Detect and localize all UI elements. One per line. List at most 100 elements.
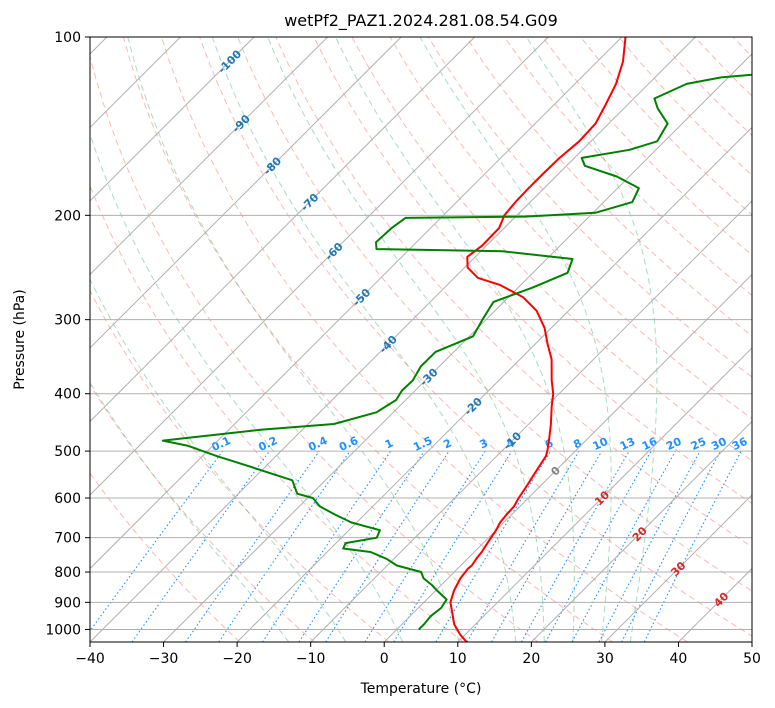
y-tick-label: 900 (54, 595, 81, 611)
x-tick-label: 40 (670, 651, 688, 667)
dry-adiabat (275, 37, 752, 548)
isotherm-line (90, 37, 549, 496)
dry-adiabat (771, 37, 775, 642)
plot-frame (89, 36, 753, 643)
chart-title: wetPf2_PAZ1.2024.281.08.54.G09 (284, 11, 558, 31)
isotherm-line (236, 126, 752, 642)
dry-adiabat (237, 37, 752, 592)
isotherm-line (751, 641, 752, 642)
x-tick-label: −40 (75, 651, 105, 667)
y-tick-label: 500 (54, 444, 81, 460)
x-tick-label: 0 (380, 651, 389, 667)
mixing-ratio-line (621, 450, 721, 642)
y-tick-label: 300 (54, 313, 81, 329)
temperature-profile (449, 37, 627, 642)
dry-adiabat (161, 37, 688, 642)
isobar-gridlines (90, 37, 752, 630)
mixing-ratio-line (393, 450, 513, 642)
dry-adiabat (465, 37, 752, 337)
isotherm-line (383, 273, 752, 642)
y-axis: 1000 900 800 700 600 500 400 300 200 100 (45, 30, 90, 638)
isotherm-line (90, 37, 696, 642)
moist-adiabats (90, 37, 658, 642)
moist-adiabat (90, 278, 347, 642)
mixing-ratio-line (571, 450, 676, 642)
mixing-ratio-line (598, 450, 701, 642)
mixing-ratio-label: 30 (709, 435, 729, 453)
x-axis-title: Temperature (°C) (360, 681, 482, 697)
mixing-ratio-label: 2 (441, 436, 453, 451)
isotherm-line (604, 494, 752, 642)
plot-area: 0.1 0.2 0.4 0.6 1 1.5 2 3 4 6 8 10 13 16 20 25 30 36 -100… (90, 37, 775, 642)
moist-adiabat (525, 37, 658, 642)
dry-adiabat (656, 37, 752, 137)
mixing-ratio-line (521, 450, 630, 642)
mixing-ratio-label: 36 (730, 435, 750, 453)
y-tick-label: 1000 (45, 622, 81, 638)
isotherm-line (90, 37, 623, 570)
mixing-ratio-label: 20 (664, 435, 684, 453)
y-axis-title: Pressure (hPa) (12, 289, 28, 389)
x-tick-label: 10 (449, 651, 467, 667)
isotherm-line (90, 37, 402, 349)
dry-adiabat (542, 37, 752, 256)
moist-adiabat (127, 37, 460, 642)
mixing-ratio-label: 1 (383, 436, 395, 451)
dry-adiabat (694, 37, 752, 97)
mixing-ratio-line (185, 450, 320, 642)
moist-adiabat (90, 381, 290, 642)
profiles (161, 37, 752, 642)
x-tick-label: 20 (522, 651, 540, 667)
dry-adiabat (90, 383, 315, 642)
dry-adiabat (90, 184, 464, 642)
mixing-ratio-line (218, 450, 351, 642)
y-tick-label: 400 (54, 387, 81, 403)
isotherm-line (90, 37, 476, 423)
isotherm-line (310, 200, 752, 642)
mixing-ratio-line (325, 450, 450, 642)
y-tick-label: 200 (54, 208, 81, 224)
dry-adiabat (351, 37, 752, 462)
mixing-ratio-line (643, 450, 742, 642)
y-tick-label: 800 (54, 565, 81, 581)
dry-adiabat (427, 37, 752, 378)
dry-adiabat (732, 37, 752, 58)
x-tick-label: 50 (743, 651, 761, 667)
mixing-ratio-line (364, 450, 486, 642)
mixing-ratio-line (545, 450, 652, 642)
dry-adiabat (503, 37, 752, 296)
x-tick-label: −10 (296, 651, 326, 667)
x-tick-label: −20 (222, 651, 252, 667)
mixing-ratio-lines: 0.1 0.2 0.4 0.6 1 1.5 2 3 4 6 8 10 13 16 20 25 30 36 (90, 434, 750, 642)
dry-adiabat (90, 289, 390, 642)
dry-adiabat (90, 54, 539, 642)
x-tick-label: −30 (149, 651, 179, 667)
isotherm-line (90, 37, 328, 276)
x-tick-label: 30 (596, 651, 614, 667)
y-tick-label: 100 (54, 30, 81, 46)
mixing-ratio-line (262, 450, 392, 642)
mixing-ratio-line (298, 450, 425, 642)
isotherm-line (678, 567, 752, 642)
y-tick-label: 600 (54, 491, 81, 507)
moist-adiabat (267, 37, 545, 642)
mixing-ratio-line (90, 450, 224, 632)
dry-adiabat (122, 37, 613, 642)
mixing-ratio-label: 25 (689, 435, 708, 453)
dewpoint-profile (161, 73, 752, 631)
mixing-ratio-label: 16 (640, 435, 660, 453)
mixing-ratio-label: 10 (591, 435, 611, 453)
isotherm-line (90, 37, 255, 202)
isotherm-line (457, 347, 752, 642)
y-tick-label: 700 (54, 531, 81, 547)
mixing-ratio-label: 3 (478, 436, 490, 451)
isotherm-line (530, 420, 752, 642)
dry-adiabat (90, 472, 241, 642)
mixing-ratio-label: 13 (618, 435, 637, 453)
dry-adiabat (389, 37, 752, 420)
moist-adiabat (419, 37, 612, 642)
x-axis: −40 −30 −20 −10 0 10 20 30 40 50 (75, 642, 761, 667)
mixing-ratio-line (131, 450, 270, 642)
